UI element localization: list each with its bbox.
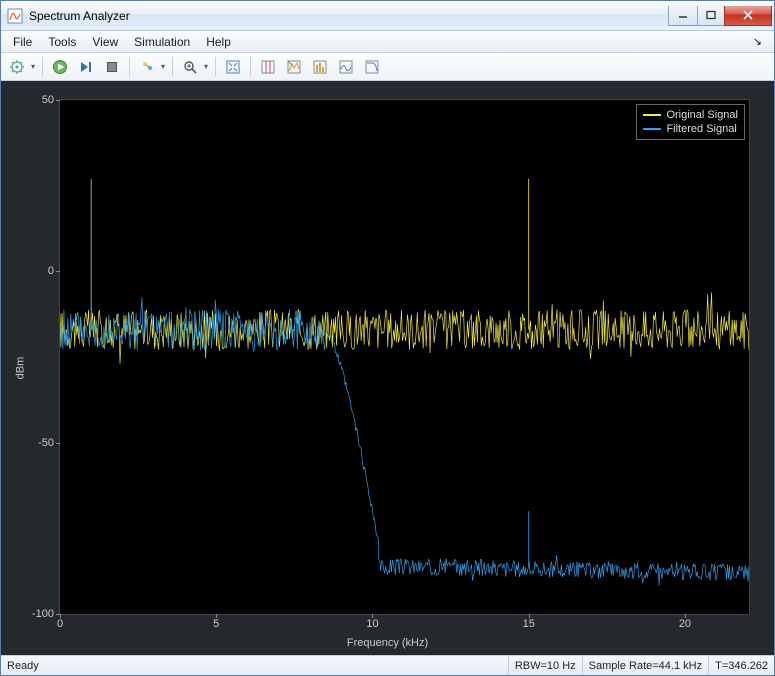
legend[interactable]: Original Signal Filtered Signal [636,104,745,140]
highlight-dropdown[interactable]: ▾ [159,62,167,71]
legend-swatch-original [643,114,661,116]
status-sample-rate: Sample Rate=44.1 kHz [582,656,708,675]
window-title: Spectrum Analyzer [29,9,669,23]
spectrum-chart [60,100,749,614]
configure-dropdown[interactable]: ▾ [29,62,37,71]
plot-area: dBm Frequency (kHz) Original Signal Filt… [1,81,774,655]
toolbar: ▾ ▾ ▾ [1,53,774,81]
peak-finder-button[interactable] [282,56,306,78]
status-ready: Ready [1,656,508,675]
y-axis-label: dBm [14,357,26,380]
cursor-measurements-button[interactable] [256,56,280,78]
configure-button[interactable] [5,56,29,78]
menubar: File Tools View Simulation Help ↘ [1,31,774,53]
axes[interactable]: Original Signal Filtered Signal -100-500… [59,99,750,615]
legend-label-original: Original Signal [666,108,738,122]
zoom-dropdown[interactable]: ▾ [202,62,210,71]
menu-undock-icon[interactable]: ↘ [745,33,770,50]
legend-label-filtered: Filtered Signal [666,122,736,136]
minimize-button[interactable] [668,6,698,26]
highlight-button[interactable] [135,56,159,78]
menu-simulation[interactable]: Simulation [126,33,198,51]
titlebar[interactable]: Spectrum Analyzer [1,1,774,31]
distortion-measurements-button[interactable] [334,56,358,78]
channel-measurements-button[interactable] [308,56,332,78]
zoom-button[interactable] [178,56,202,78]
legend-swatch-filtered [643,128,661,130]
run-button[interactable] [48,56,72,78]
stop-button[interactable] [100,56,124,78]
window-controls [669,6,772,26]
app-icon [7,8,23,24]
x-axis-label: Frequency (kHz) [347,637,428,649]
ccdf-measurements-button[interactable] [360,56,384,78]
status-rbw: RBW=10 Hz [508,656,582,675]
maximize-button[interactable] [697,6,725,26]
menu-view[interactable]: View [84,33,126,51]
menu-help[interactable]: Help [198,33,239,51]
close-button[interactable] [724,6,772,26]
autoscale-button[interactable] [221,56,245,78]
step-forward-button[interactable] [74,56,98,78]
legend-item-original[interactable]: Original Signal [643,108,738,122]
status-time: T=346.262 [708,656,774,675]
statusbar: Ready RBW=10 Hz Sample Rate=44.1 kHz T=3… [1,655,774,675]
menu-file[interactable]: File [5,33,40,51]
legend-item-filtered[interactable]: Filtered Signal [643,122,738,136]
app-window: Spectrum Analyzer File Tools View Simula… [0,0,775,676]
menu-tools[interactable]: Tools [40,33,84,51]
